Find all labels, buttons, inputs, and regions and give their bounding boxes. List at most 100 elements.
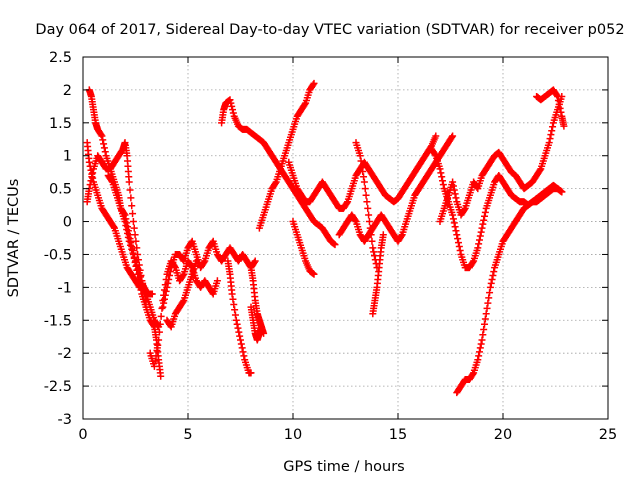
data-point [438,173,446,181]
y-tick-label: 2.5 [49,50,72,66]
data-point [475,240,483,248]
data-point [98,132,106,140]
series-sat-t [453,185,566,397]
data-point [134,270,142,278]
data-point [379,231,387,239]
series-sat-i [224,257,255,377]
series-sat-p [352,139,381,272]
data-point [454,235,462,243]
data-point [228,290,236,298]
data-point [129,250,137,258]
data-point [453,231,461,239]
data-point [166,268,174,276]
data-point [271,179,279,187]
data-point [482,310,490,318]
data-point [250,258,258,266]
data-point [160,299,168,307]
data-point [449,182,457,190]
y-tick-label: 0 [63,215,72,231]
data-point [554,92,562,100]
data-point [135,261,143,269]
y-tick-label: -1 [58,280,72,296]
data-point [359,168,367,176]
data-point [449,178,457,186]
data-point [476,344,484,352]
data-point [97,131,105,139]
data-point [545,139,553,147]
data-point [251,257,259,265]
data-point [451,223,459,231]
data-point [486,283,494,291]
axes: 0 5 10 15 20 25 -3 -2.5 -2 -1.5 -1 -0.5 0 0.5 1 1.5 2 2.5 [44,50,618,443]
data-point [476,232,484,240]
series-sat-l [255,79,318,232]
data-point [449,132,457,140]
y-tick-label: -1.5 [44,313,72,329]
y-tick-label: 2 [63,83,72,99]
series-sat-f [159,237,259,311]
data-point [234,324,242,332]
data-point [179,298,187,306]
data-point [364,204,372,212]
data-point [474,244,482,252]
data-point [488,275,496,283]
data-point [148,290,156,298]
data-point [236,332,244,340]
data-point [431,150,439,158]
data-point [554,96,562,104]
data-point [155,336,163,344]
data-point [247,369,255,377]
data-point [99,136,107,144]
data-point [556,104,564,112]
data-point [451,190,459,198]
series-sat-m [285,132,440,212]
data-point [484,299,492,307]
x-tick-label: 20 [494,427,512,443]
data-point [481,315,489,323]
data-point [157,312,165,320]
data-point [370,248,378,256]
data-point [158,304,166,312]
data-point [360,173,368,181]
data-point [200,258,208,266]
series-sat-n [289,218,318,278]
data-point [310,270,318,278]
data-point [192,257,200,265]
series-sat-s [436,92,566,226]
data-point [127,194,135,202]
data-point [230,300,238,308]
data-point [361,185,369,193]
data-point [479,220,487,228]
data-point [237,340,245,348]
data-point [153,347,161,355]
data-point [160,295,168,303]
data-point [150,362,158,370]
data-point [469,370,477,378]
data-point [362,191,370,199]
data-point [560,122,568,130]
y-tick-label: 0.5 [49,182,72,198]
series-sat-o [335,132,457,245]
y-tick-label: -2.5 [44,379,72,395]
data-point [137,286,145,294]
data-point [478,336,486,344]
grid [83,57,608,419]
data-point [121,211,129,219]
data-point [229,109,237,117]
data-point [100,140,108,148]
data-point [130,254,138,262]
data-point [131,231,139,239]
data-point [162,287,170,295]
data-point [124,227,132,235]
data-point [487,279,495,287]
data-point [237,336,244,344]
data-point [477,228,485,236]
data-point [239,348,247,356]
data-point [547,131,555,139]
data-point [370,252,378,260]
data-point [133,266,141,274]
data-point [129,247,137,255]
data-point [233,320,241,328]
data-point [357,157,365,165]
